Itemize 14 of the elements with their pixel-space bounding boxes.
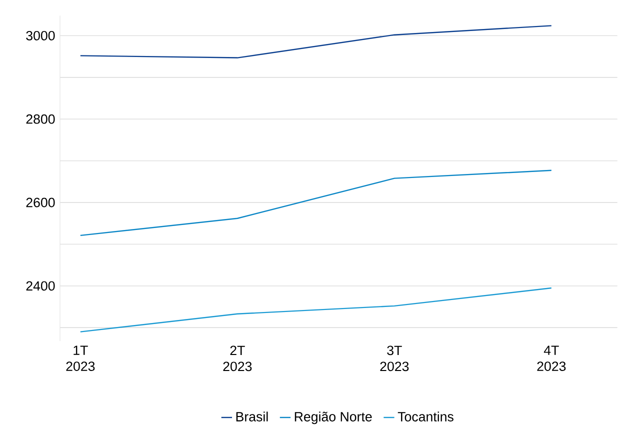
- line-series: [80, 287, 552, 332]
- x-tick-label: 1T 2023: [66, 346, 95, 371]
- y-tick-label: 2400: [26, 281, 55, 291]
- x-tick-label: 2T 2023: [223, 346, 252, 372]
- y-tick-label: 2600: [26, 198, 55, 208]
- y-tick-label: 3000: [26, 30, 55, 40]
- legend-label: Tocantins: [398, 412, 454, 422]
- x-tick-label: 4T 2023: [537, 346, 566, 371]
- y-tick-label: 2800: [26, 114, 55, 124]
- line-series: [80, 170, 552, 236]
- x-tick-label: 3T 2023: [380, 346, 409, 372]
- legend-label: Região Norte: [294, 412, 372, 424]
- legend-label: Brasil: [236, 412, 268, 422]
- line-series: [80, 25, 552, 58]
